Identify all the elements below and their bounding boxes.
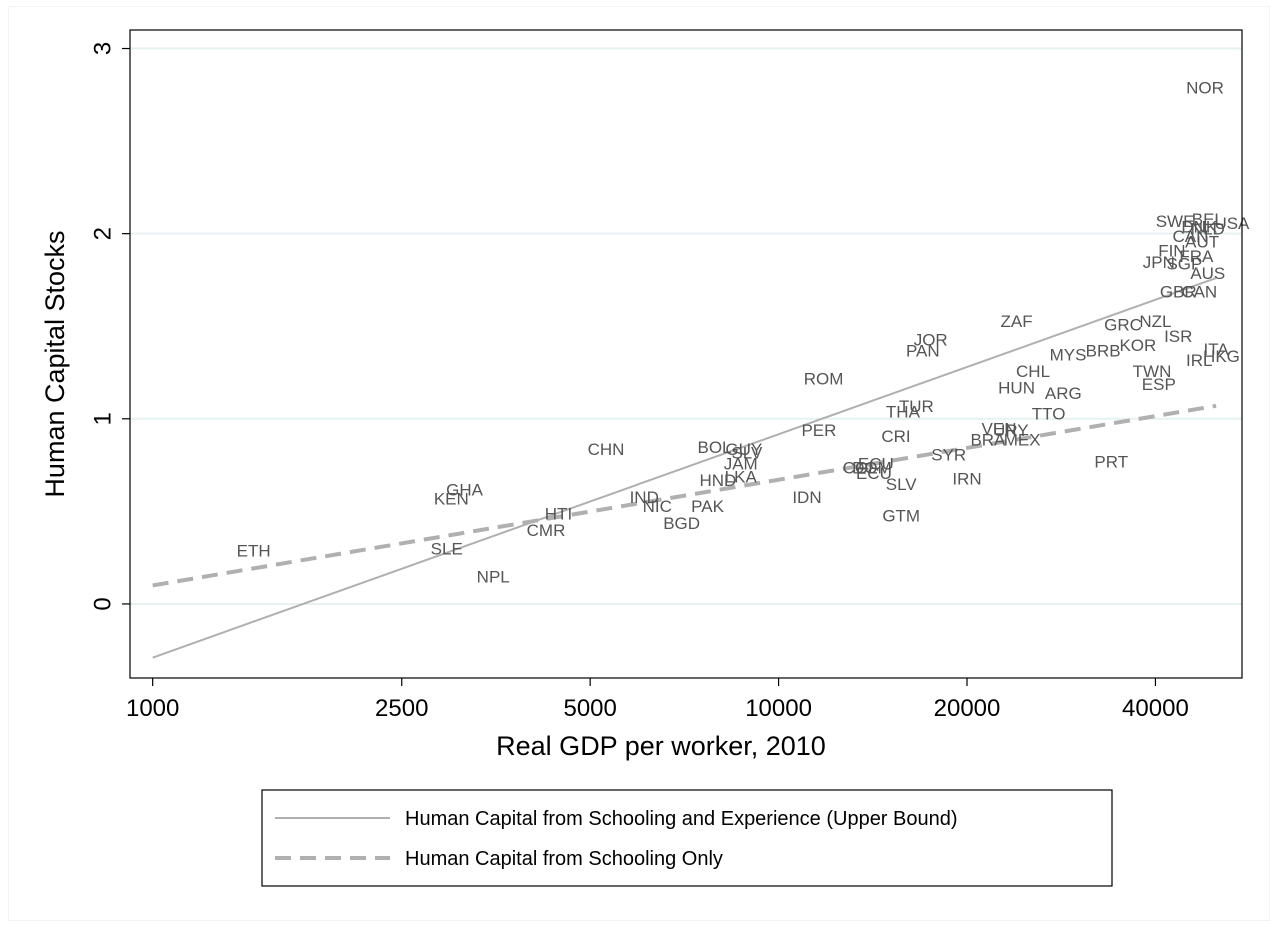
point-label-zaf: ZAF	[1001, 312, 1033, 331]
legend-entry-upper-bound: Human Capital from Schooling and Experie…	[405, 808, 958, 830]
point-label-fra: FRA	[1179, 247, 1214, 266]
plot-border	[129, 29, 1243, 679]
point-label-bel: BEL	[1192, 210, 1224, 229]
point-label-isr: ISR	[1164, 327, 1192, 346]
axes: 0 1 2 3 1000 2500 5000 10000 20000 40000	[89, 42, 1188, 722]
point-label-irl: IRL	[1186, 351, 1212, 370]
point-label-ven: VEN	[982, 419, 1017, 438]
legend: Human Capital from Schooling and Experie…	[261, 789, 1113, 887]
point-label-ecu: ECU	[856, 464, 892, 483]
point-label-swe: SWE	[1156, 212, 1195, 231]
point-label-tha: THA	[886, 403, 921, 422]
legend-box	[261, 789, 1113, 887]
point-label-nic: NIC	[643, 497, 672, 516]
point-label-dnk: DNK	[1181, 218, 1218, 237]
point-label-nzl: NZL	[1139, 312, 1171, 331]
point-label-twn: TWN	[1133, 362, 1172, 381]
x-tick-label-10000: 10000	[745, 695, 812, 722]
y-tick-label-3: 3	[89, 42, 116, 55]
point-label-ind: IND	[630, 488, 659, 507]
point-label-lka: LKA	[725, 468, 758, 487]
point-label-slv: SLV	[731, 443, 763, 462]
point-label-pak: PAK	[691, 497, 724, 516]
x-tick-label-2500: 2500	[375, 695, 428, 722]
point-label-tto: TTO	[1032, 405, 1066, 424]
point-label-sgp: SGP	[1166, 255, 1202, 274]
point-label-aut: AUT	[1185, 232, 1219, 251]
point-label-esp: ESP	[1142, 375, 1176, 394]
grid-lines	[130, 47, 1242, 605]
point-label-can: CAN	[1173, 227, 1209, 246]
point-label-hun: HUN	[998, 379, 1035, 398]
point-label-chn: CHN	[588, 440, 625, 459]
x-tick-label-20000: 20000	[934, 695, 1001, 722]
point-label-gtm: GTM	[882, 506, 920, 525]
point-label-cmr: CMR	[527, 521, 566, 540]
x-axis-label: Real GDP per worker, 2010	[496, 731, 826, 761]
point-label-usa: USA	[1214, 214, 1250, 233]
point-label-bol: BOL	[697, 438, 731, 457]
fit-lines	[152, 277, 1217, 659]
x-tick-label-5000: 5000	[563, 695, 616, 722]
point-label-fin: FIN	[1158, 242, 1185, 261]
point-label-grc: GRC	[1104, 316, 1142, 335]
point-label-slv: SLV	[886, 475, 918, 494]
y-tick-label-0: 0	[89, 597, 116, 610]
point-label-bgd: BGD	[663, 514, 700, 533]
point-label-hnd: HND	[700, 471, 737, 490]
point-label-per: PER	[801, 421, 836, 440]
chart-frame	[8, 6, 1270, 921]
point-label-nor: NOR	[1186, 79, 1224, 98]
point-label-rom: ROM	[804, 369, 844, 388]
y-tick-label-1: 1	[89, 412, 116, 425]
point-label-irn: IRN	[952, 469, 981, 488]
point-label-dom: DOM	[852, 458, 892, 477]
point-label-idn: IDN	[792, 488, 821, 507]
point-label-chl: CHL	[1016, 362, 1050, 381]
point-label-sle: SLE	[431, 540, 463, 559]
point-label-gha: GHA	[446, 480, 484, 499]
point-label-tur: TUR	[899, 397, 934, 416]
point-label-arg: ARG	[1045, 384, 1082, 403]
point-label-nld: NLD	[1191, 219, 1225, 238]
point-label-jpn: JPN	[1143, 253, 1175, 272]
point-label-ken: KEN	[434, 490, 469, 509]
point-label-col: COL	[843, 458, 878, 477]
point-label-ecu: ECU	[858, 455, 894, 474]
point-label-ita: ITA	[1203, 340, 1229, 359]
point-label-syr: SYR	[931, 445, 966, 464]
point-label-eth: ETH	[237, 542, 271, 561]
point-label-jor: JOR	[914, 331, 948, 350]
point-label-gbr: GBR	[1160, 282, 1197, 301]
point-label-cri: CRI	[881, 427, 910, 446]
y-tick-label-2: 2	[89, 227, 116, 240]
legend-entry-schooling-only: Human Capital from Schooling Only	[405, 848, 723, 870]
point-labels: NORSWEBELUSADNKNLDCANAUTFINFRAJPNSGPAUSG…	[237, 79, 1250, 587]
point-label-mys: MYS	[1050, 345, 1087, 364]
point-label-aus: AUS	[1190, 264, 1225, 283]
line-schooling-only	[152, 403, 1217, 588]
point-label-bra: BRA	[970, 431, 1006, 450]
point-label-prt: PRT	[1094, 453, 1128, 472]
y-axis-label: Human Capital Stocks	[40, 230, 70, 497]
point-label-hti: HTI	[545, 505, 572, 524]
point-label-jam: JAM	[724, 455, 758, 474]
point-label-pan: PAN	[906, 342, 940, 361]
line-upper-bound	[152, 277, 1217, 659]
x-tick-label-40000: 40000	[1122, 695, 1189, 722]
point-label-brb: BRB	[1086, 342, 1121, 361]
point-label-hkg: HKG	[1203, 347, 1240, 366]
x-tick-label-1000: 1000	[126, 695, 179, 722]
point-label-kor: KOR	[1119, 336, 1156, 355]
point-label-npl: NPL	[477, 568, 510, 587]
point-label-mex: MEX	[1004, 431, 1041, 450]
point-label-guy: GUY	[725, 440, 762, 459]
point-label-can: CAN	[1181, 282, 1217, 301]
point-label-ury: URY	[993, 421, 1029, 440]
